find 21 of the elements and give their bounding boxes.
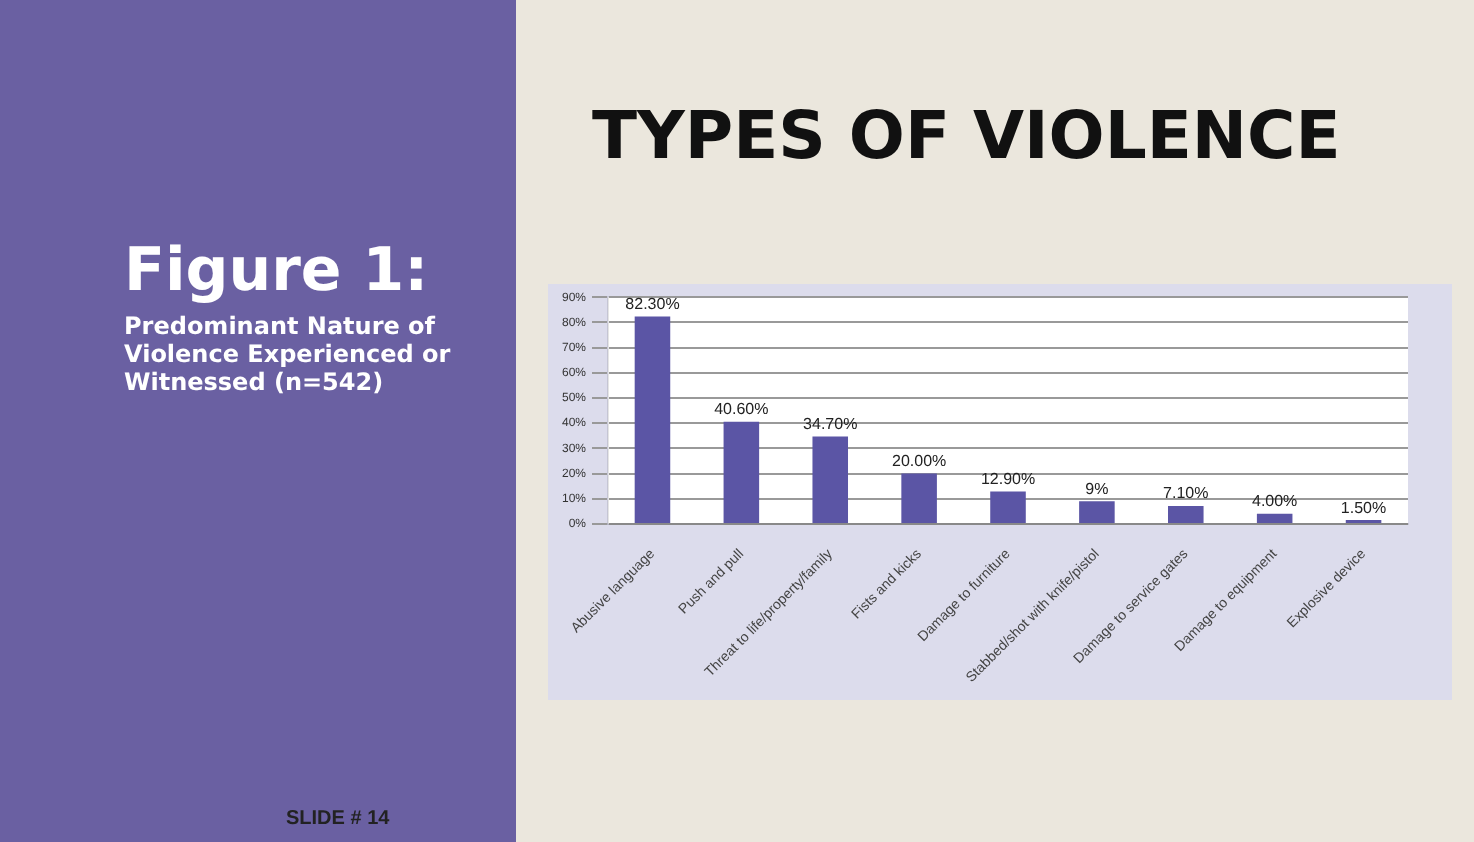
data-label: 9%: [1085, 479, 1109, 498]
bar: [634, 316, 671, 523]
data-label: 40.60%: [714, 400, 769, 419]
data-label: 20.00%: [891, 451, 947, 470]
chart-title: TYPES OF VIOLENCE: [592, 96, 1341, 174]
bar: [723, 421, 760, 523]
bar: [990, 491, 1026, 523]
text: SLIDE # 14: [286, 808, 390, 830]
data-label: 82.30%: [625, 295, 680, 313]
data-label: 1.50%: [1340, 498, 1387, 517]
bar: [812, 436, 849, 523]
data-label: 34.70%: [803, 414, 858, 433]
bar: [1079, 501, 1115, 523]
caption: Figure 1:: [124, 236, 429, 306]
bar: [1256, 513, 1293, 523]
data-label: 7.10%: [1163, 484, 1209, 503]
text: Predominant Nature of Violence Experienced or Witnessed (n=542): [124, 312, 453, 396]
bar: [901, 473, 937, 523]
data-label: 4.00%: [1251, 492, 1298, 511]
data-label: 12.90%: [980, 469, 1036, 488]
bar: [1168, 506, 1204, 523]
